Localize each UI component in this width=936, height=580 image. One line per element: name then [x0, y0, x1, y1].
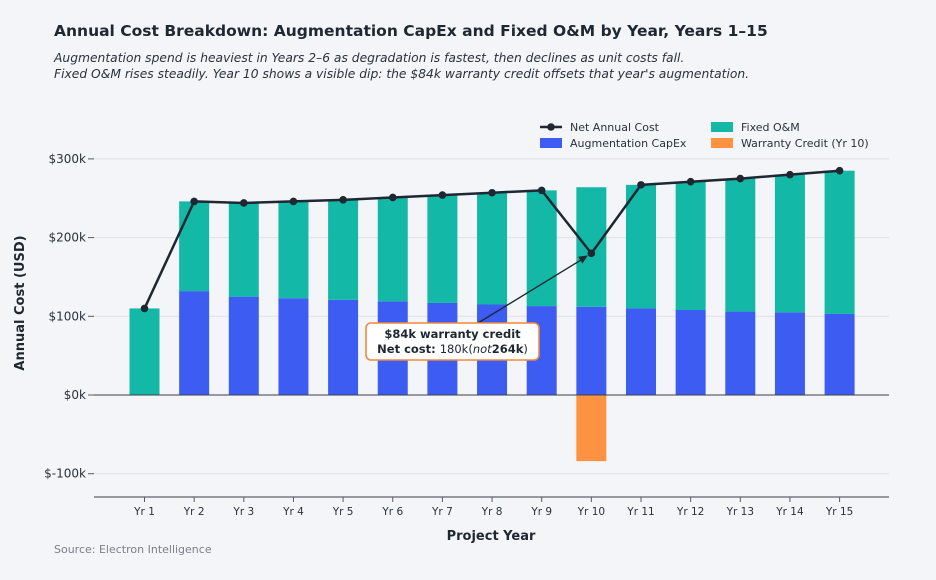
fixed-om-bar	[526, 190, 557, 307]
y-axis-label: Annual Cost (USD)	[13, 235, 28, 370]
x-tick-label: Yr 7	[431, 506, 453, 518]
net-annual-cost-point	[736, 174, 745, 183]
augmentation-capex-bar	[725, 311, 756, 395]
annotation-line-2: Net cost: 180k(not264k)	[377, 342, 528, 356]
legend-bar-swatch	[540, 138, 562, 148]
net-annual-cost-point	[537, 186, 546, 195]
legend-bar-swatch	[711, 138, 733, 148]
legend-label: Net Annual Cost	[570, 121, 660, 134]
x-tick-label: Yr 6	[381, 506, 403, 518]
net-annual-cost-point	[289, 197, 298, 206]
augmentation-capex-bar	[824, 313, 855, 395]
fixed-om-bar	[228, 202, 259, 297]
x-tick-label: Yr 12	[676, 506, 704, 518]
net-annual-cost-point	[388, 193, 397, 202]
fixed-om-bar	[774, 174, 805, 313]
net-annual-cost-point	[339, 196, 347, 204]
annotation-not-word: not	[473, 342, 492, 356]
x-tick-label: Yr 9	[530, 506, 552, 518]
x-tick-label: Yr 5	[332, 506, 354, 518]
augmentation-capex-bar	[179, 291, 210, 395]
net-annual-cost-point	[835, 166, 844, 175]
fixed-om-bar	[427, 195, 458, 303]
annotation-close-paren: )	[523, 342, 528, 356]
annotation-net-cost-label: Net cost:	[377, 342, 440, 356]
x-tick-label: Yr 14	[775, 506, 804, 518]
x-tick-label: Yr 4	[282, 506, 304, 518]
x-axis-label: Project Year	[447, 529, 536, 544]
fixed-om-bar	[278, 201, 309, 299]
fixed-om-bar	[824, 170, 855, 314]
y-tick-label: $100k	[49, 309, 87, 323]
annotation-arrow-line	[477, 256, 586, 324]
net-annual-cost-point	[488, 188, 496, 197]
fixed-om-bar	[576, 187, 607, 307]
net-annual-cost-point	[686, 177, 695, 186]
legend-line-marker	[547, 123, 555, 131]
legend-bar-swatch	[711, 122, 733, 132]
fixed-om-bar	[675, 181, 706, 311]
net-annual-cost-point	[637, 181, 645, 189]
y-tick-label: $0k	[64, 388, 86, 402]
augmentation-capex-bar	[576, 306, 607, 395]
warranty-credit-bar	[576, 395, 607, 462]
annotation-line-1: $84k warranty credit	[384, 327, 521, 341]
augmentation-capex-bar	[675, 310, 706, 395]
annotation-net-value: 180k(	[440, 342, 473, 356]
y-tick-label: $300k	[49, 152, 87, 166]
annotation-arrow-head	[578, 255, 588, 264]
net-annual-cost-point	[438, 191, 447, 199]
chart-title: Annual Cost Breakdown: Augmentation CapE…	[54, 22, 768, 40]
augmentation-capex-bar	[328, 299, 359, 395]
x-tick-label: Yr 3	[232, 506, 254, 518]
x-tick-label: Yr 10	[577, 506, 605, 518]
augmentation-capex-bar	[228, 296, 259, 395]
net-annual-cost-point	[587, 249, 596, 258]
augmentation-capex-bar	[774, 312, 805, 395]
fixed-om-bar	[328, 199, 359, 300]
annotation-gross-value: 264k	[492, 342, 524, 356]
fixed-om-bar	[377, 197, 408, 302]
chart-source: Source: Electron Intelligence	[54, 543, 212, 556]
augmentation-capex-bar	[626, 308, 656, 395]
net-annual-cost-point	[786, 170, 794, 179]
x-tick-label: Yr 11	[626, 506, 654, 518]
annotation-box	[365, 322, 540, 361]
net-annual-cost-point	[140, 304, 149, 313]
subtitle-line-1: Augmentation spend is heaviest in Years …	[54, 51, 685, 65]
augmentation-capex-bar	[278, 298, 309, 395]
fixed-om-bar	[725, 178, 756, 312]
fixed-om-bar	[477, 192, 508, 305]
fixed-om-bar	[129, 308, 160, 395]
legend-label: Augmentation CapEx	[570, 137, 687, 150]
net-annual-cost-point	[190, 197, 198, 206]
legend-label: Fixed O&M	[741, 121, 800, 134]
x-tick-label: Yr 1	[133, 506, 155, 518]
x-tick-label: Yr 8	[481, 506, 503, 518]
y-tick-label: $-100k	[44, 467, 86, 481]
legend-label: Warranty Credit (Yr 10)	[741, 137, 869, 150]
chart-subtitle: Augmentation spend is heaviest in Years …	[54, 50, 749, 82]
y-tick-label: $200k	[49, 231, 87, 245]
net-annual-cost-point	[240, 199, 248, 207]
x-tick-label: Yr 13	[726, 506, 754, 518]
subtitle-line-2: Fixed O&M rises steadily. Year 10 shows …	[54, 67, 750, 81]
fixed-om-bar	[179, 201, 210, 292]
x-tick-label: Yr 2	[183, 506, 205, 518]
fixed-om-bar	[626, 184, 656, 309]
x-tick-label: Yr 15	[825, 506, 853, 518]
